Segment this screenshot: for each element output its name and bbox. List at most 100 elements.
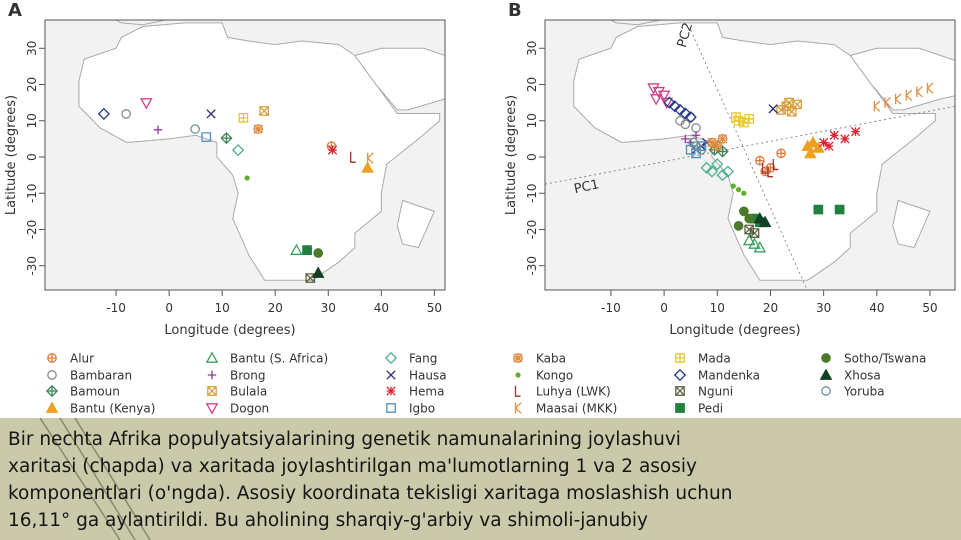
point <box>915 86 923 98</box>
legend-marker <box>386 403 396 413</box>
pc2-label: PC2 <box>675 21 696 49</box>
x-tick-label: 20 <box>268 301 283 315</box>
legend-label: Fang <box>409 352 437 366</box>
point <box>741 190 747 196</box>
land <box>396 199 436 249</box>
x-axis-label: Longitude (degrees) <box>669 323 800 338</box>
x-tick-label: -10 <box>601 301 621 315</box>
land <box>78 22 441 281</box>
point <box>873 100 881 112</box>
y-tick-label: -10 <box>25 183 39 203</box>
land <box>892 199 931 249</box>
map <box>78 20 445 281</box>
frame <box>44 19 446 291</box>
point <box>812 141 825 153</box>
legend-label: Hema <box>409 385 444 399</box>
caption-line: xaritasi (chapda) va xaritada joylashtir… <box>8 456 697 477</box>
x-tick-label: 40 <box>869 301 884 315</box>
y-tick-label: -20 <box>25 220 39 240</box>
point <box>302 245 312 255</box>
point <box>772 159 779 171</box>
point <box>884 96 891 109</box>
frame <box>544 19 956 291</box>
point <box>238 113 249 123</box>
x-tick-label: 0 <box>660 301 668 315</box>
point <box>840 134 850 144</box>
point <box>649 94 663 106</box>
point <box>850 126 861 137</box>
caption-background <box>0 418 961 540</box>
point <box>244 175 250 181</box>
legend-marker <box>384 351 398 365</box>
point <box>806 135 820 148</box>
legend-label: Bantu (Kenya) <box>70 402 155 416</box>
point <box>762 162 768 174</box>
coast <box>115 20 186 26</box>
point <box>253 124 264 134</box>
point <box>813 204 824 215</box>
legend-marker <box>514 402 522 414</box>
points <box>647 82 934 253</box>
point <box>691 123 701 133</box>
legend-marker <box>675 353 685 363</box>
y-tick-label: 10 <box>25 113 39 128</box>
legend-label: Yoruba <box>843 385 885 399</box>
legend-label: Nguni <box>698 385 733 399</box>
legend-label: Xhosa <box>844 369 881 383</box>
x-tick-label: 50 <box>922 301 937 315</box>
point <box>97 107 111 120</box>
x-tick-label: 30 <box>816 301 831 315</box>
caption-line: 16,11° ga aylantirildi. Bu aholining sha… <box>8 510 648 531</box>
land <box>353 47 445 111</box>
point <box>696 144 707 155</box>
x-tick-label: 0 <box>165 301 173 315</box>
point <box>894 93 902 105</box>
legend-marker <box>386 370 396 380</box>
point <box>361 161 374 173</box>
legend-label: Bambaran <box>70 369 132 383</box>
point <box>311 266 325 278</box>
legend-marker <box>45 384 59 398</box>
legend-label: Bamoun <box>70 385 120 399</box>
point <box>350 151 356 163</box>
x-tick-label: 10 <box>710 301 725 315</box>
points <box>97 98 374 283</box>
point <box>712 141 723 151</box>
legend-label: Luhya (LWK) <box>536 385 611 399</box>
x-tick-label: -10 <box>106 301 126 315</box>
point <box>926 82 934 94</box>
legend-marker <box>47 353 57 363</box>
y-tick-label: 30 <box>525 41 539 56</box>
legend-marker <box>821 353 831 363</box>
y-tick-label: -20 <box>525 220 539 240</box>
point <box>140 98 153 110</box>
point <box>717 134 728 144</box>
point <box>668 100 681 113</box>
point <box>768 104 778 114</box>
point <box>327 145 338 155</box>
y-tick-label: 10 <box>525 113 539 128</box>
point <box>754 155 765 166</box>
legend-marker <box>207 386 217 396</box>
point <box>749 228 760 238</box>
panel-label: B <box>508 0 522 21</box>
legend-marker <box>47 370 57 380</box>
point <box>259 106 269 116</box>
point <box>366 152 374 164</box>
legend-marker <box>673 368 687 382</box>
legend-label: Bantu (S. Africa) <box>230 352 328 366</box>
legend-marker <box>515 372 521 378</box>
point <box>742 233 756 246</box>
legend-label: Pedi <box>698 402 723 416</box>
point <box>784 97 794 108</box>
panel-label: A <box>8 0 22 21</box>
point <box>684 111 697 124</box>
y-axis-label: Latitude (degrees) <box>504 95 519 215</box>
point <box>730 183 736 189</box>
x-axis-label: Longitude (degrees) <box>164 323 295 338</box>
x-tick-label: 30 <box>321 301 336 315</box>
y-tick-label: -30 <box>25 256 39 276</box>
point <box>905 89 913 102</box>
point <box>829 130 839 140</box>
point <box>290 243 303 255</box>
